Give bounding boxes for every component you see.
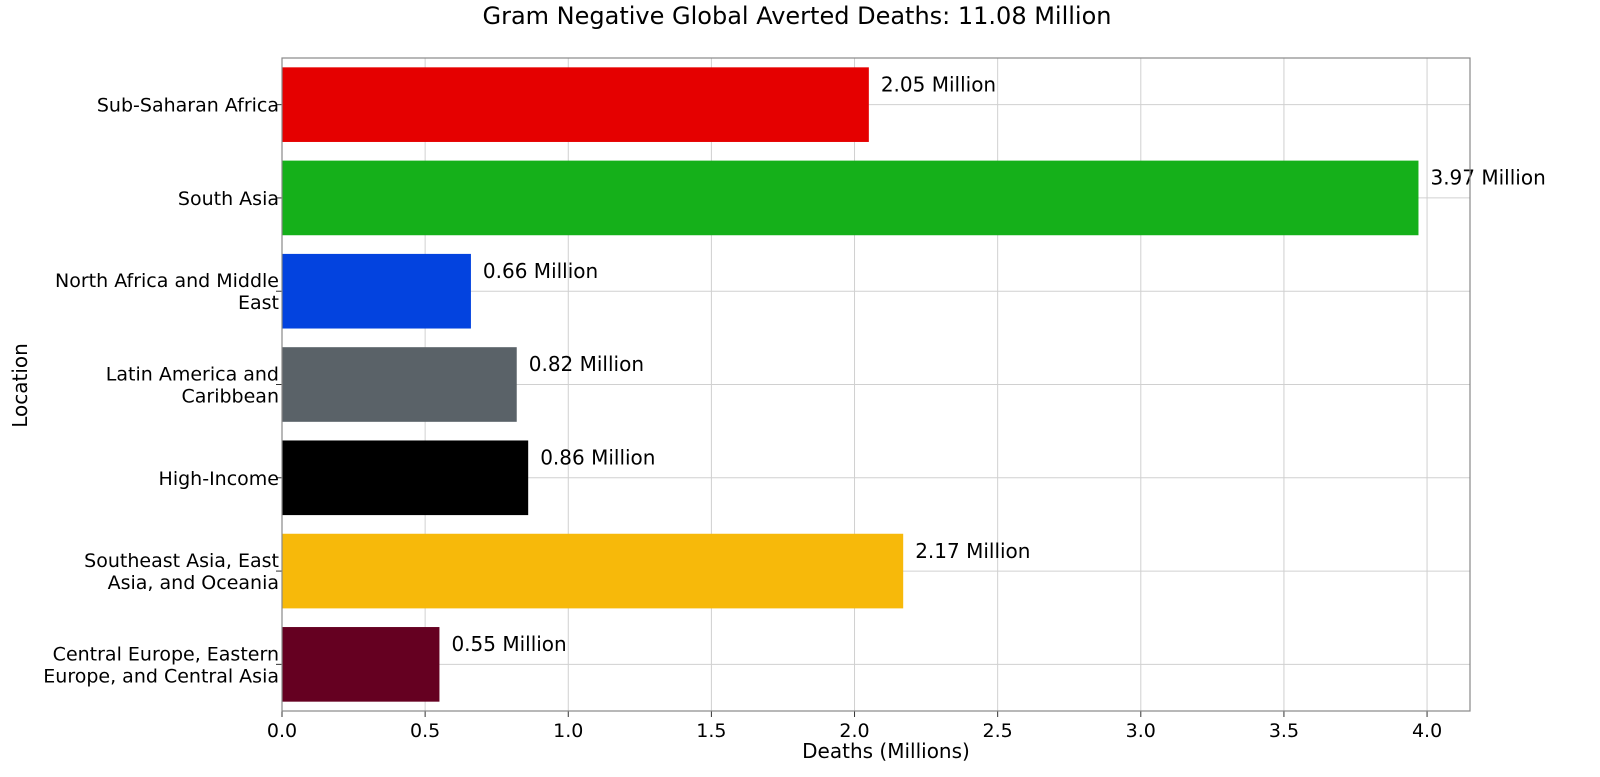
bar-value-label: 2.17 Million [915,539,1030,563]
x-tick-label: 1.5 [696,720,726,742]
y-tick-label: High-Income [159,468,279,490]
y-tick-label: Asia, and Oceania [108,572,279,594]
y-tick-label: Southeast Asia, East [84,550,279,572]
bar [282,67,869,142]
x-tick-label: 3.0 [1126,720,1156,742]
bar-value-label: 0.55 Million [451,632,566,656]
bar [282,160,1419,236]
bar [282,253,471,329]
bar [282,347,517,422]
value-labels: 2.05 Million 3.97 Million 0.66 Million 0.82… [451,72,1545,656]
plot-frame [281,57,1471,712]
bar [282,440,529,516]
bar-value-label: 2.05 Million [881,72,996,96]
x-tick-label: 0.5 [410,720,440,742]
x-tick-label: 2.5 [983,720,1013,742]
y-axis-label: Location [8,343,32,428]
x-axis-label: Deaths (Millions) [802,739,970,763]
bar [282,533,904,609]
x-tick-labels: 0.0 0.5 1.0 1.5 2.0 2.5 3.0 3.5 4.0 [267,711,1442,742]
bar-value-label: 3.97 Million [1430,166,1545,190]
bar-value-label: 0.82 Million [529,352,644,376]
bars [282,67,1419,702]
x-tick-label: 2.0 [839,720,869,742]
y-tick-label: Sub-Saharan Africa [97,95,279,117]
x-tick-label: 0.0 [267,720,297,742]
y-tick-label: North Africa and Middle [55,270,279,292]
bar [282,627,440,702]
bar-value-label: 0.86 Million [540,445,655,469]
y-tick-labels: Sub-Saharan Africa South Asia North Africa… [43,95,282,687]
y-tick-label: Latin America and [106,364,279,386]
y-tick-label: South Asia [178,188,279,210]
bar-value-label: 0.66 Million [483,259,598,283]
chart-title: Gram Negative Global Averted Deaths: 11.… [483,2,1112,30]
x-tick-label: 1.0 [553,720,583,742]
y-tick-label: East [238,292,279,314]
y-tick-label: Caribbean [182,386,280,408]
y-tick-label: Central Europe, Eastern [53,643,279,665]
y-tick-label: Europe, and Central Asia [43,665,279,687]
x-tick-label: 4.0 [1412,720,1442,742]
x-tick-label: 3.5 [1269,720,1299,742]
